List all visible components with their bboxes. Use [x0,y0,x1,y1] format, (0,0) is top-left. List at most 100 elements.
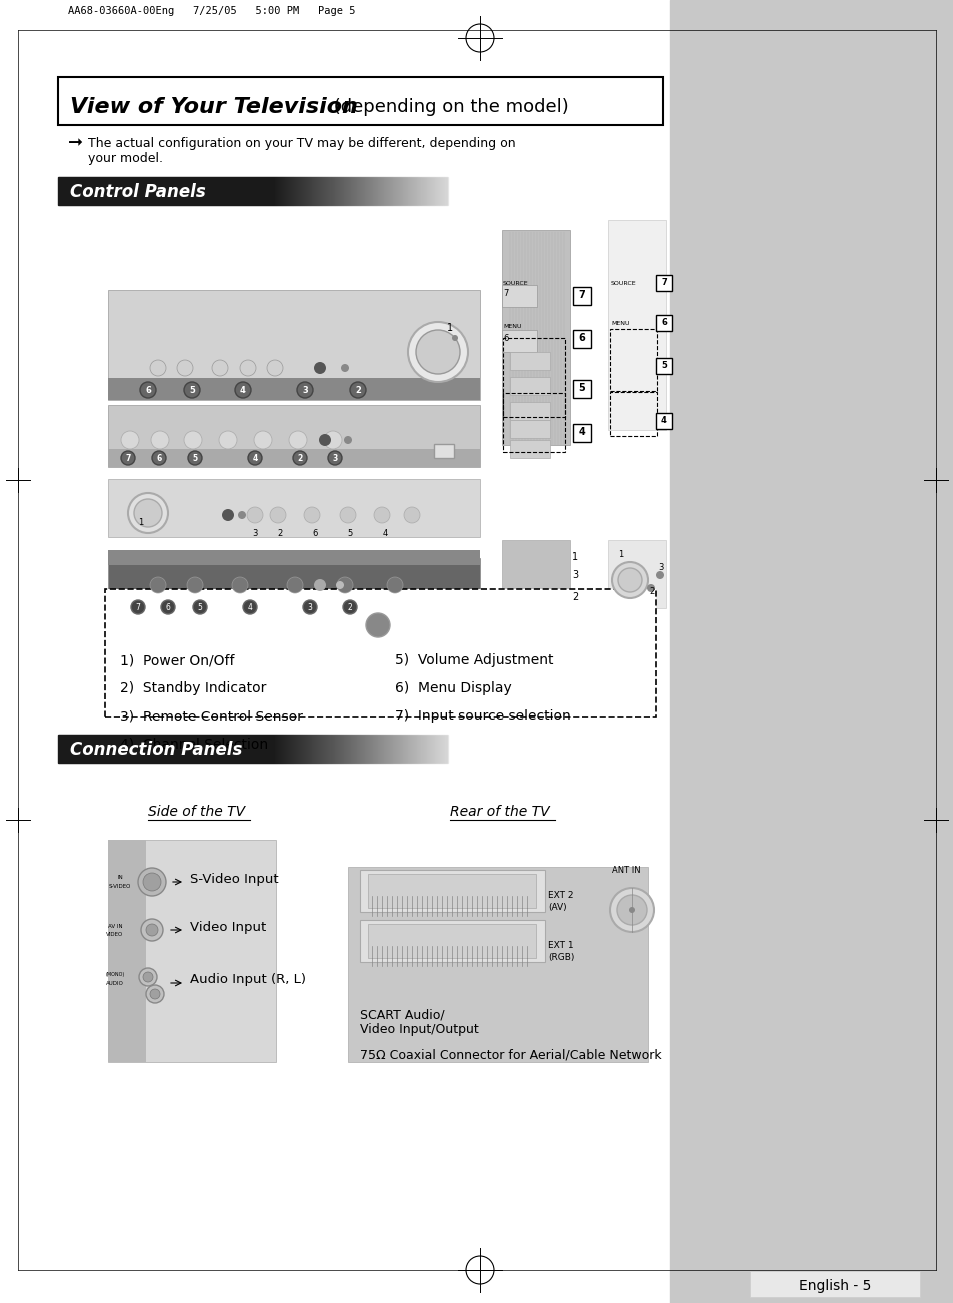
Circle shape [339,507,355,523]
Bar [365,735,366,764]
Bar [65,177,66,205]
Bar [141,735,142,764]
Circle shape [150,989,160,999]
Bar [372,177,373,205]
Bar [146,177,147,205]
Bar [397,735,398,764]
Bar [107,735,108,764]
Bar [501,231,569,446]
Bar [389,177,390,205]
Bar [316,177,317,205]
Bar [63,735,64,764]
Bar [144,735,145,764]
Bar [186,735,187,764]
Text: Control Panels: Control Panels [70,182,206,201]
Bar [174,177,175,205]
Bar [262,177,263,205]
Bar [246,177,247,205]
Text: 1: 1 [572,552,578,562]
Bar [443,735,444,764]
Circle shape [403,507,419,523]
Bar [209,735,210,764]
Circle shape [143,972,152,982]
Bar [216,177,218,205]
Bar [145,735,146,764]
Bar [298,735,299,764]
Bar [77,735,78,764]
Bar [230,177,231,205]
Bar [308,735,309,764]
Bar [420,735,421,764]
Bar [95,177,96,205]
Text: S-Video Input: S-Video Input [190,873,278,886]
Bar [94,735,95,764]
Bar [437,177,438,205]
Text: 2: 2 [347,602,352,611]
Bar [431,177,432,205]
Bar [352,735,353,764]
Bar [251,177,252,205]
Bar [61,177,62,205]
Bar [315,735,316,764]
Bar [125,735,126,764]
Circle shape [139,968,157,986]
Bar [109,735,110,764]
Bar [198,177,199,205]
Bar [282,735,283,764]
Bar [124,735,125,764]
Bar [287,735,288,764]
Bar [330,735,331,764]
Bar [141,177,142,205]
Bar [61,735,62,764]
Bar [101,735,102,764]
Bar [182,735,183,764]
Bar [420,177,421,205]
Bar [419,177,420,205]
Bar [435,735,436,764]
FancyBboxPatch shape [58,77,662,125]
Bar [182,177,183,205]
Circle shape [219,431,236,450]
Bar [82,177,83,205]
Text: Side of the TV: Side of the TV [148,805,245,820]
Bar [140,177,141,205]
Bar [133,735,135,764]
Bar [323,177,324,205]
Bar [221,177,222,205]
Circle shape [146,924,158,936]
Bar [371,177,372,205]
Bar [67,177,68,205]
Bar [222,735,223,764]
Bar [409,735,410,764]
Bar [306,735,307,764]
Bar [198,735,199,764]
Text: 4: 4 [247,602,253,611]
Bar [386,177,387,205]
Bar [360,735,361,764]
Bar [322,177,323,205]
Bar [244,177,245,205]
Bar [261,735,262,764]
Text: 5: 5 [189,386,194,395]
Text: your model.: your model. [88,151,163,164]
Bar [116,177,117,205]
Bar [299,735,301,764]
Bar [73,177,74,205]
Bar [243,735,244,764]
Bar [224,177,225,205]
Bar [136,177,137,205]
Circle shape [289,431,307,450]
Bar [71,177,73,205]
Bar [184,177,185,205]
Bar [332,735,333,764]
Text: 5: 5 [578,383,585,394]
Circle shape [267,360,283,377]
Bar [242,177,243,205]
Bar [356,177,357,205]
Bar [388,177,389,205]
Bar [424,735,426,764]
Bar [171,177,172,205]
Bar [119,735,120,764]
Bar [438,177,439,205]
Bar [108,840,146,1062]
